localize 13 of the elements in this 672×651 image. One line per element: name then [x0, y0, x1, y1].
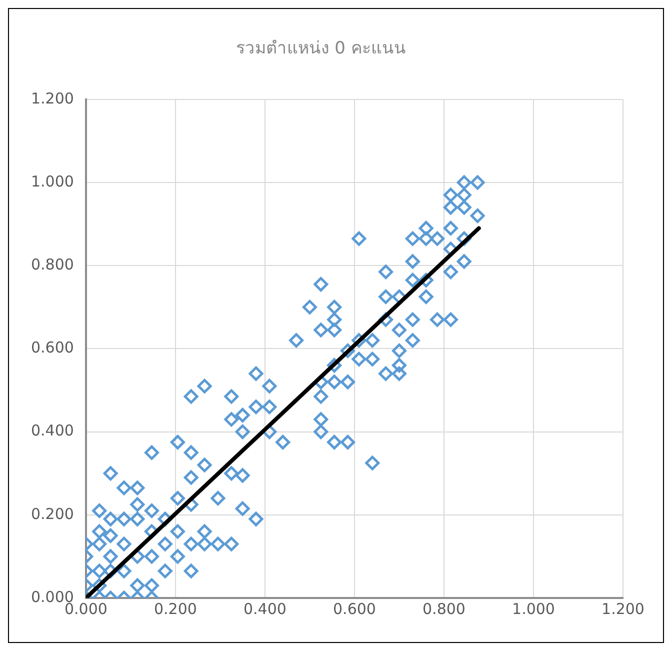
- x-tick-label: 0.800: [422, 600, 466, 618]
- chart-title: รวมตำแหน่ง 0 คะแนน: [236, 38, 406, 59]
- y-tick-label: 0.600: [30, 338, 74, 357]
- y-tick-label: 1.000: [30, 172, 74, 190]
- x-tick-label: 0.400: [243, 600, 286, 618]
- x-tick-label: 0.200: [154, 600, 197, 618]
- y-tick-label: 0.800: [30, 255, 74, 274]
- y-tick-label: 1.200: [30, 89, 74, 108]
- y-tick-label: 0.400: [30, 422, 74, 440]
- y-tick-label: 0.200: [30, 504, 74, 523]
- x-tick-label: 0.600: [332, 600, 376, 618]
- x-tick-label: 1.000: [512, 600, 555, 618]
- x-tick-label: 1.200: [602, 600, 644, 618]
